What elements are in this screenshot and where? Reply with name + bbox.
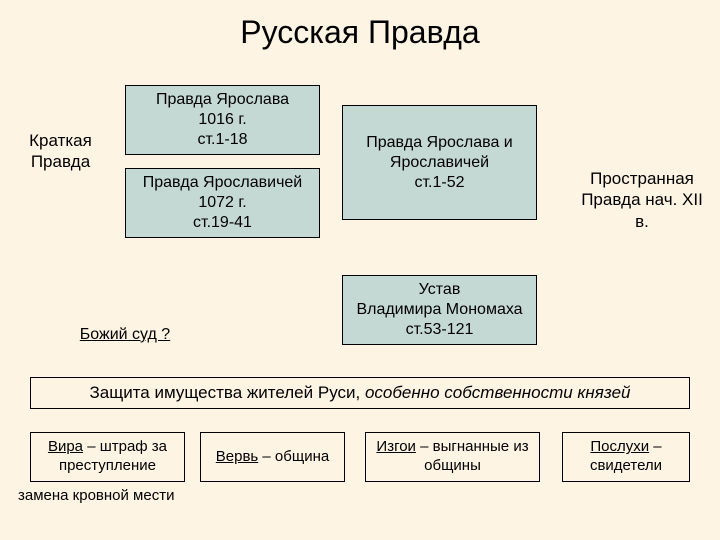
- right-label: Пространная Правда нач. XII в.: [572, 168, 712, 232]
- term-verv: Вервь – община: [200, 432, 345, 482]
- term-izgoi-text: Изгои – выгнанные из общины: [366, 438, 539, 476]
- box-yaroslav-l3: ст.1-18: [197, 130, 247, 150]
- box-yaroslav: Правда Ярослава 1016 г. ст.1-18: [125, 85, 320, 155]
- left-label-text: Краткая Правда: [8, 130, 113, 173]
- term-poslukh-term: Послухи: [590, 438, 649, 455]
- box-yaroslavich-l1: Правда Ярославичей: [143, 173, 303, 193]
- title-text: Русская Правда: [240, 12, 479, 52]
- box-combined: Правда Ярослава и Ярославичей ст.1-52: [342, 105, 537, 220]
- box-combined-l1: Правда Ярослава и: [366, 133, 512, 153]
- term-verv-rest: – община: [258, 448, 329, 465]
- box-ustav-l2: Владимира Мономаха: [356, 300, 522, 320]
- box-yaroslavich-l2: 1072 г.: [198, 193, 246, 213]
- box-yaroslav-l1: Правда Ярослава: [156, 90, 289, 110]
- box-yaroslavich: Правда Ярославичей 1072 г. ст.19-41: [125, 168, 320, 238]
- term-izgoi: Изгои – выгнанные из общины: [365, 432, 540, 482]
- term-izgoi-rest: – выгнанные из общины: [416, 438, 529, 474]
- term-verv-text: Вервь – община: [216, 448, 329, 467]
- box-yaroslavich-l3: ст.19-41: [193, 213, 252, 233]
- box-combined-l3: ст.1-52: [414, 173, 464, 193]
- left-label: Краткая Правда: [8, 130, 113, 173]
- bozhiy-sud: Божий суд ?: [55, 325, 195, 345]
- box-ustav: Устав Владимира Мономаха ст.53-121: [342, 275, 537, 345]
- term-vira-text: Вира – штраф за преступление: [31, 438, 184, 476]
- box-yaroslav-l2: 1016 г.: [198, 110, 246, 130]
- box-combined-l2: Ярославичей: [390, 153, 489, 173]
- term-izgoi-term: Изгои: [376, 438, 416, 455]
- term-poslukh-text: Послухи – свидетели: [563, 438, 689, 476]
- bozhiy-sud-text: Божий суд ?: [80, 325, 170, 345]
- banner-prefix: Защита имущества жителей Руси,: [90, 382, 365, 403]
- box-ustav-l3: ст.53-121: [406, 320, 474, 340]
- banner: Защита имущества жителей Руси, особенно …: [30, 377, 690, 409]
- right-label-text: Пространная Правда нач. XII в.: [572, 168, 712, 232]
- term-poslukh: Послухи – свидетели: [562, 432, 690, 482]
- page-title: Русская Правда: [0, 12, 720, 52]
- footnote-text: замена кровной мести: [18, 487, 174, 506]
- term-verv-term: Вервь: [216, 448, 258, 465]
- footnote: замена кровной мести: [18, 487, 228, 506]
- banner-emph: особенно собственности князей: [365, 382, 631, 403]
- term-vira: Вира – штраф за преступление: [30, 432, 185, 482]
- box-ustav-l1: Устав: [419, 280, 461, 300]
- term-vira-term: Вира: [48, 438, 83, 455]
